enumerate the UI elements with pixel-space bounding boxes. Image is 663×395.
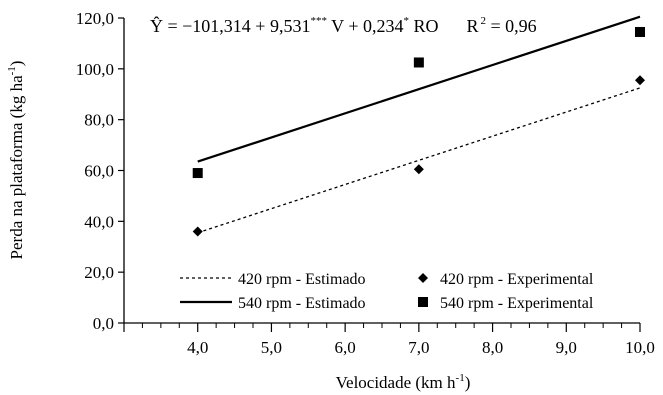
point-420-experimental xyxy=(192,226,203,237)
y-tick-label: 40,0 xyxy=(84,212,114,231)
y-tick-label: 60,0 xyxy=(84,162,114,181)
equation-stars-v: *** xyxy=(310,15,327,27)
x-tick-label: 7,0 xyxy=(408,338,429,357)
x-axis-title: Velocidade (km h-1) xyxy=(336,372,471,392)
legend: 420 rpm - Estimado 540 rpm - Estimado 42… xyxy=(180,271,594,312)
y-axis-title-exp: -1 xyxy=(6,66,18,75)
point-540-experimental xyxy=(413,57,424,68)
equation-y-hat: Ŷ xyxy=(150,15,163,36)
x-axis-title-main: Velocidade (km h xyxy=(336,373,456,392)
legend-label-420-estimado: 420 rpm - Estimado xyxy=(238,271,366,288)
series-420-estimado-line xyxy=(197,87,641,234)
legend-item-420-estimado: 420 rpm - Estimado xyxy=(180,271,366,288)
equation-r2-value: = 0,96 xyxy=(486,16,537,36)
y-tick-label: 120,0 xyxy=(76,9,114,28)
x-tick-label: 8,0 xyxy=(482,338,503,357)
equation-r2-label: R xyxy=(466,16,478,36)
point-420-experimental xyxy=(635,75,645,86)
y-tick-label: 80,0 xyxy=(84,111,114,130)
equation-lhs: = −101,314 + 9,531 xyxy=(163,16,310,36)
x-tick-label: 6,0 xyxy=(335,338,356,357)
legend-label-540-experimental: 540 rpm - Experimental xyxy=(440,295,594,312)
x-tick-label: 4,0 xyxy=(187,338,208,357)
equation-star-ro: * xyxy=(403,15,409,27)
y-axis-title: Perda na plataforma (kg ha-1) xyxy=(6,61,26,260)
legend-item-420-experimental: 420 rpm - Experimental xyxy=(418,271,594,288)
x-tick-label: 9,0 xyxy=(556,338,577,357)
point-540-experimental xyxy=(635,26,645,37)
x-tick-label: 10,0 xyxy=(625,338,655,357)
ticks xyxy=(118,17,641,332)
tick-labels: 0,0 20,0 40,0 60,0 80,0 100,0 120,0 4,0 5,0 6,0 7,… xyxy=(76,9,655,357)
series-540-estimado-line xyxy=(197,15,641,163)
x-axis-title-close: ) xyxy=(465,373,471,392)
legend-swatch-diamond xyxy=(418,273,428,283)
point-420-experimental xyxy=(413,164,424,175)
legend-label-420-experimental: 420 rpm - Experimental xyxy=(440,271,594,288)
y-tick-label: 0,0 xyxy=(93,314,114,333)
equation-v-part: V + 0,234 xyxy=(327,16,404,36)
legend-item-540-estimado: 540 rpm - Estimado xyxy=(180,295,366,312)
x-tick-label: 5,0 xyxy=(261,338,282,357)
y-axis-title-main: Perda na plataforma (kg ha xyxy=(7,75,26,260)
legend-item-540-experimental: 540 rpm - Experimental xyxy=(418,295,594,312)
legend-label-540-estimado: 540 rpm - Estimado xyxy=(238,295,366,312)
y-tick-label: 20,0 xyxy=(84,263,114,282)
equation-r2-exp: 2 xyxy=(481,15,487,27)
legend-swatch-square xyxy=(418,297,428,307)
equation-ro-part: RO xyxy=(409,16,439,36)
series-layer xyxy=(192,15,645,237)
regression-equation: Ŷ = −101,314 + 9,531*** V + 0,234* RO R 2 … xyxy=(150,15,537,36)
point-540-experimental xyxy=(192,168,203,179)
y-tick-label: 100,0 xyxy=(76,60,114,79)
y-axis-title-close: ) xyxy=(7,61,26,67)
x-axis-title-exp: -1 xyxy=(456,372,465,384)
